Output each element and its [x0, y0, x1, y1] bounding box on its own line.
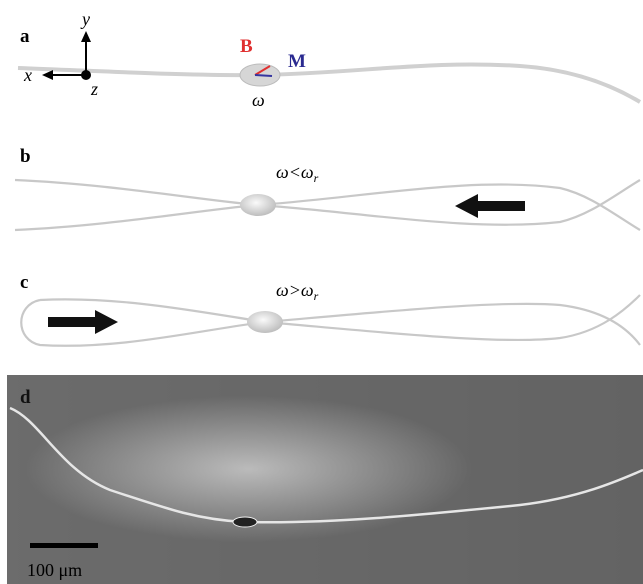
condition-label: ω>ωr [276, 280, 319, 303]
panel-b: b ω<ωr [15, 146, 640, 230]
micrograph-glow [7, 375, 643, 584]
arrow-head [81, 31, 91, 42]
panel-label: a [20, 26, 30, 47]
condition-subscript: r [314, 289, 319, 303]
moment-vector [255, 75, 272, 76]
axis-label: y [80, 9, 90, 29]
bead [247, 311, 283, 333]
axis-label: x [23, 65, 32, 85]
bead [240, 194, 276, 216]
condition-subscript: r [314, 171, 319, 185]
panel-label: b [20, 146, 31, 167]
axis-label: z [90, 79, 98, 99]
condition-label: ω<ωr [276, 162, 319, 185]
condition: ω>ω [276, 280, 314, 300]
figure: a y x z B M ω b ω<ωr c ω>ωr [0, 0, 643, 584]
direction-arrow [48, 310, 118, 334]
panel-c: c ω>ωr [20, 272, 640, 346]
scale-bar [30, 543, 98, 548]
filament [40, 295, 640, 340]
scale-label: 100 μm [27, 560, 82, 580]
condition: ω<ω [276, 162, 314, 182]
direction-arrow [455, 194, 525, 218]
panel-label: c [20, 272, 28, 293]
moment-label: M [288, 51, 306, 72]
panel-a: a y x z B M ω [18, 9, 640, 110]
bead [233, 517, 257, 527]
panel-label: d [20, 387, 31, 408]
frequency-label: ω [252, 90, 265, 110]
arrow-head [42, 70, 53, 80]
field-label: B [240, 36, 253, 57]
panel-d: d 100 μm [7, 375, 643, 584]
filament [18, 64, 640, 102]
axis-origin [81, 70, 91, 80]
